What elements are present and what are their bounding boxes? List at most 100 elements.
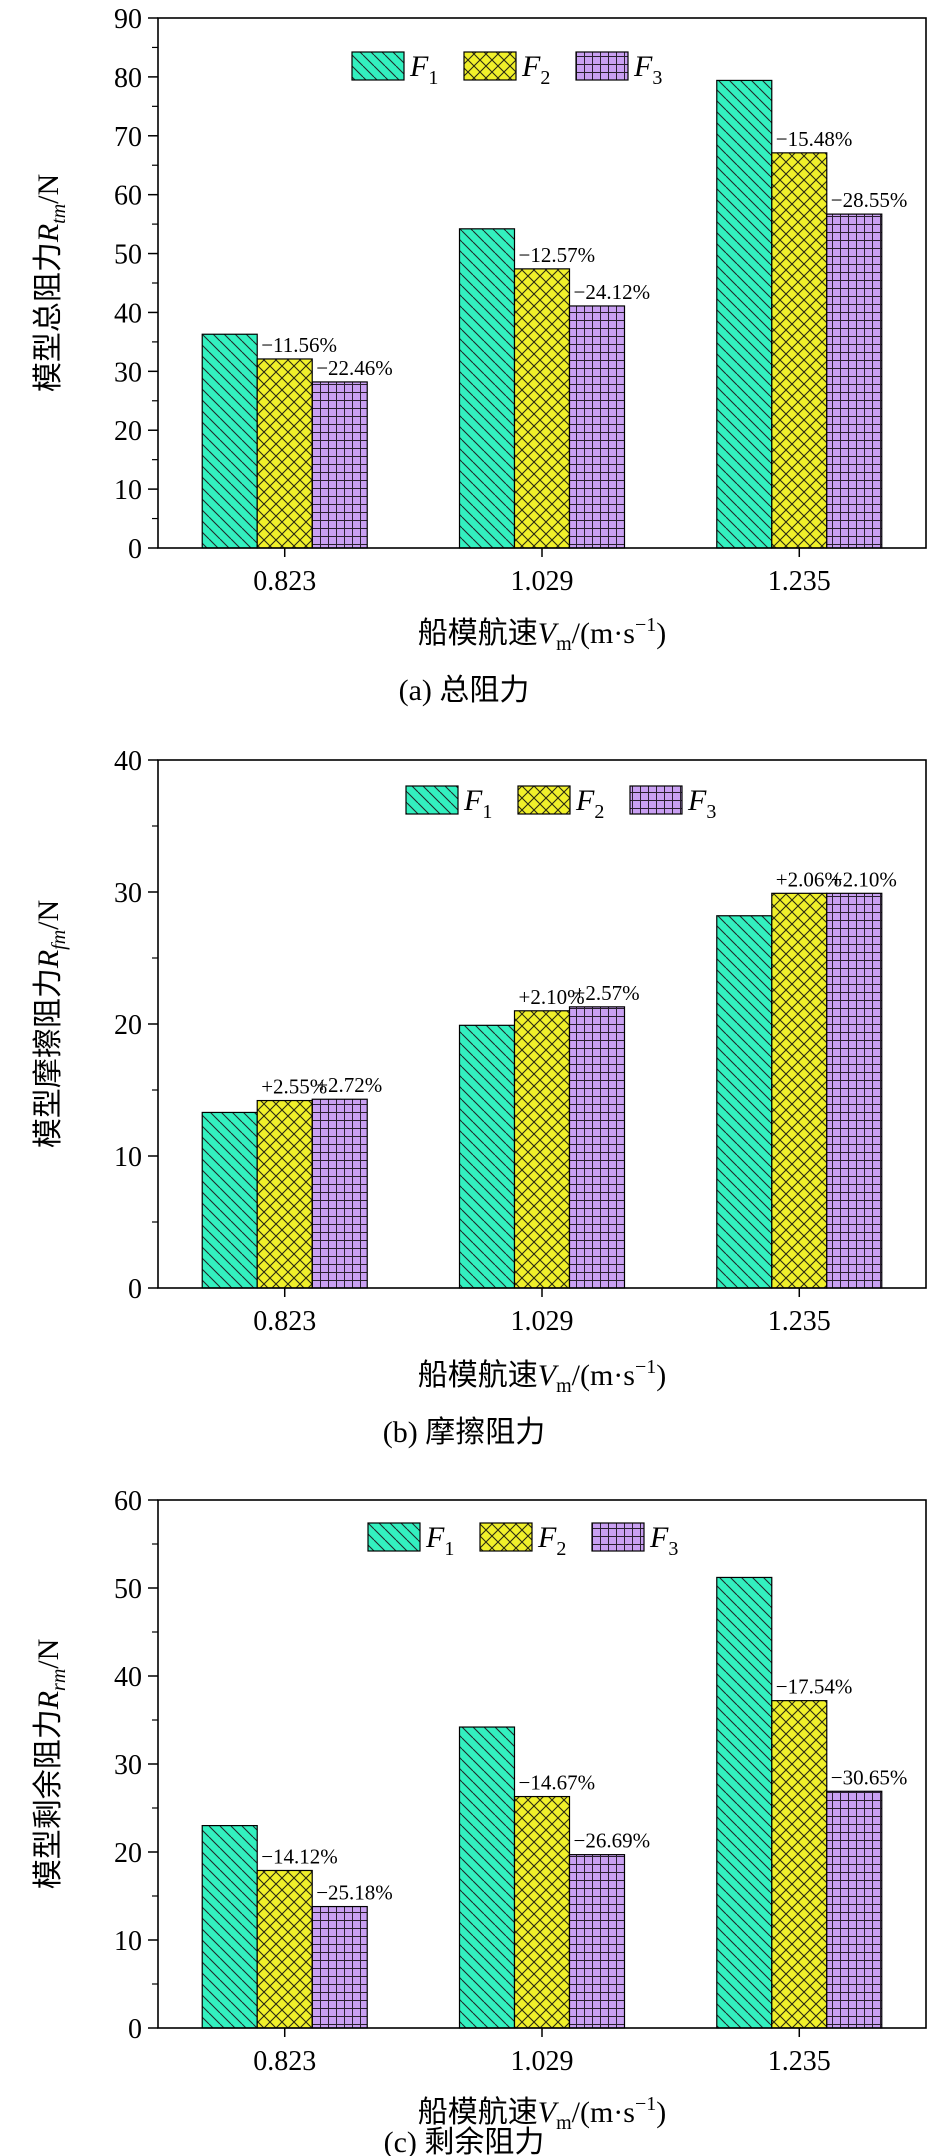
legend-swatch-F3 bbox=[629, 785, 683, 815]
data-label: −12.57% bbox=[519, 243, 596, 267]
legend-label: F2 bbox=[537, 1521, 566, 1560]
bar-F2-0.823 bbox=[256, 1869, 313, 2029]
y-tick-label: 90 bbox=[114, 4, 142, 35]
legend-swatch-F2 bbox=[463, 51, 517, 81]
data-label: −30.65% bbox=[831, 1765, 908, 1789]
legend-swatch-F2 bbox=[517, 785, 571, 815]
x-axis-title: 船模航速Vm/(m·s−1) bbox=[418, 614, 667, 655]
bar-F3-1.235 bbox=[826, 213, 883, 549]
data-label: −25.18% bbox=[316, 1881, 393, 1905]
legend: F1 F2 F3 bbox=[367, 1521, 678, 1560]
y-tick-label: 70 bbox=[114, 122, 142, 153]
bar-F2-1.029 bbox=[513, 1795, 571, 2029]
figure-caption: (b) 摩擦阻力 bbox=[383, 1416, 545, 1449]
bar-F2-1.235 bbox=[771, 892, 828, 1289]
figure-caption: (a) 总阻力 bbox=[399, 674, 530, 707]
bar-F2-1.235 bbox=[771, 152, 828, 549]
y-tick-label: 10 bbox=[114, 1142, 142, 1173]
y-axis-title: 模型摩擦阻力Rfm/N bbox=[32, 900, 70, 1148]
legend-swatch-F2 bbox=[479, 1522, 533, 1552]
bar-F3-1.235 bbox=[826, 892, 883, 1289]
legend-label: F1 bbox=[425, 1521, 454, 1560]
y-tick-label: 80 bbox=[114, 63, 142, 94]
data-label: +2.06% bbox=[776, 867, 842, 891]
x-tick-label: 0.823 bbox=[253, 566, 316, 597]
legend-label: F1 bbox=[409, 50, 438, 89]
y-tick-label: 20 bbox=[114, 1838, 142, 1869]
bar-F1-1.235 bbox=[716, 79, 773, 549]
x-axis-title: 船模航速Vm/(m·s−1) bbox=[418, 2093, 667, 2134]
y-tick-label: 40 bbox=[114, 1662, 142, 1693]
y-tick-label: 50 bbox=[114, 240, 142, 271]
y-tick-label: 40 bbox=[114, 298, 142, 329]
y-tick-label: 30 bbox=[114, 878, 142, 909]
bar-F1-0.823 bbox=[201, 333, 258, 549]
x-tick-label: 1.235 bbox=[768, 1306, 831, 1337]
data-label: −26.69% bbox=[574, 1829, 651, 1853]
bar-F2-1.029 bbox=[513, 268, 571, 549]
y-tick-label: 60 bbox=[114, 181, 142, 212]
bar-F3-1.029 bbox=[568, 305, 626, 549]
legend-label: F3 bbox=[633, 50, 662, 89]
chart-panel-2: +2.55%+2.10%+2.06%+2.72%+2.57%+2.10%0102… bbox=[32, 746, 927, 1449]
y-tick-label: 0 bbox=[128, 1274, 142, 1305]
y-tick-label: 50 bbox=[114, 1574, 142, 1605]
legend-label: F2 bbox=[575, 784, 604, 823]
data-label: +2.72% bbox=[316, 1073, 382, 1097]
bar-F1-0.823 bbox=[201, 1111, 258, 1289]
y-tick-label: 10 bbox=[114, 475, 142, 506]
legend-label: F2 bbox=[521, 50, 550, 89]
x-axis-title: 船模航速Vm/(m·s−1) bbox=[418, 1356, 667, 1397]
bar-F1-1.029 bbox=[458, 1726, 516, 2029]
data-label: −28.55% bbox=[831, 188, 908, 212]
y-axis-title: 模型总阻力Rtm/N bbox=[32, 174, 70, 392]
legend: F1 F2 F3 bbox=[351, 50, 662, 89]
y-tick-label: 20 bbox=[114, 1010, 142, 1041]
data-label: −22.46% bbox=[316, 356, 393, 380]
data-label: +2.10% bbox=[831, 867, 897, 891]
x-tick-label: 0.823 bbox=[253, 1306, 316, 1337]
legend-swatch-F1 bbox=[351, 51, 405, 81]
bar-F1-1.235 bbox=[716, 915, 773, 1289]
bar-F3-1.029 bbox=[568, 1006, 626, 1289]
data-label: −14.12% bbox=[261, 1844, 338, 1868]
legend-label: F3 bbox=[649, 1521, 678, 1560]
legend-swatch-F1 bbox=[367, 1522, 421, 1552]
x-tick-label: 1.029 bbox=[511, 2046, 574, 2077]
y-tick-label: 40 bbox=[114, 746, 142, 777]
data-label: +2.55% bbox=[261, 1075, 327, 1099]
bar-F1-1.235 bbox=[716, 1576, 773, 2029]
y-tick-label: 20 bbox=[114, 416, 142, 447]
y-tick-label: 30 bbox=[114, 357, 142, 388]
bar-F3-1.029 bbox=[568, 1854, 626, 2029]
bar-F1-1.029 bbox=[458, 228, 516, 549]
bar-F2-0.823 bbox=[256, 1099, 313, 1289]
data-label: −17.54% bbox=[776, 1675, 853, 1699]
chart-panel-3: −14.12% −14.67% −17.54% −25.18% −26.69% −30.6… bbox=[32, 1486, 927, 2156]
data-label: −11.56% bbox=[261, 333, 337, 357]
y-tick-label: 60 bbox=[114, 1486, 142, 1517]
bar-F2-0.823 bbox=[256, 358, 313, 549]
bar-F3-0.823 bbox=[311, 381, 368, 549]
y-axis-title: 模型剩余阻力Rrm/N bbox=[32, 1639, 70, 1890]
data-label: +2.57% bbox=[574, 981, 640, 1005]
y-tick-label: 30 bbox=[114, 1750, 142, 1781]
bar-F3-0.823 bbox=[311, 1098, 368, 1289]
bar-F3-1.235 bbox=[826, 1790, 883, 2029]
x-tick-label: 1.029 bbox=[511, 566, 574, 597]
legend-swatch-F3 bbox=[591, 1522, 645, 1552]
y-tick-label: 10 bbox=[114, 1926, 142, 1957]
x-tick-label: 1.029 bbox=[511, 1306, 574, 1337]
figure-caption: (c) 剩余阻力 bbox=[384, 2126, 545, 2156]
data-label: +2.10% bbox=[519, 985, 585, 1009]
chart-panel-1: −11.56% −12.57% −15.48% −22.46% −24.12% −28.5… bbox=[32, 4, 927, 707]
y-tick-label: 0 bbox=[128, 2014, 142, 2045]
x-tick-label: 0.823 bbox=[253, 2046, 316, 2077]
x-tick-label: 1.235 bbox=[768, 566, 831, 597]
data-label: −14.67% bbox=[519, 1771, 596, 1795]
legend-label: F3 bbox=[687, 784, 716, 823]
y-tick-label: 0 bbox=[128, 534, 142, 565]
data-label: −15.48% bbox=[776, 127, 853, 151]
legend-label: F1 bbox=[463, 784, 492, 823]
